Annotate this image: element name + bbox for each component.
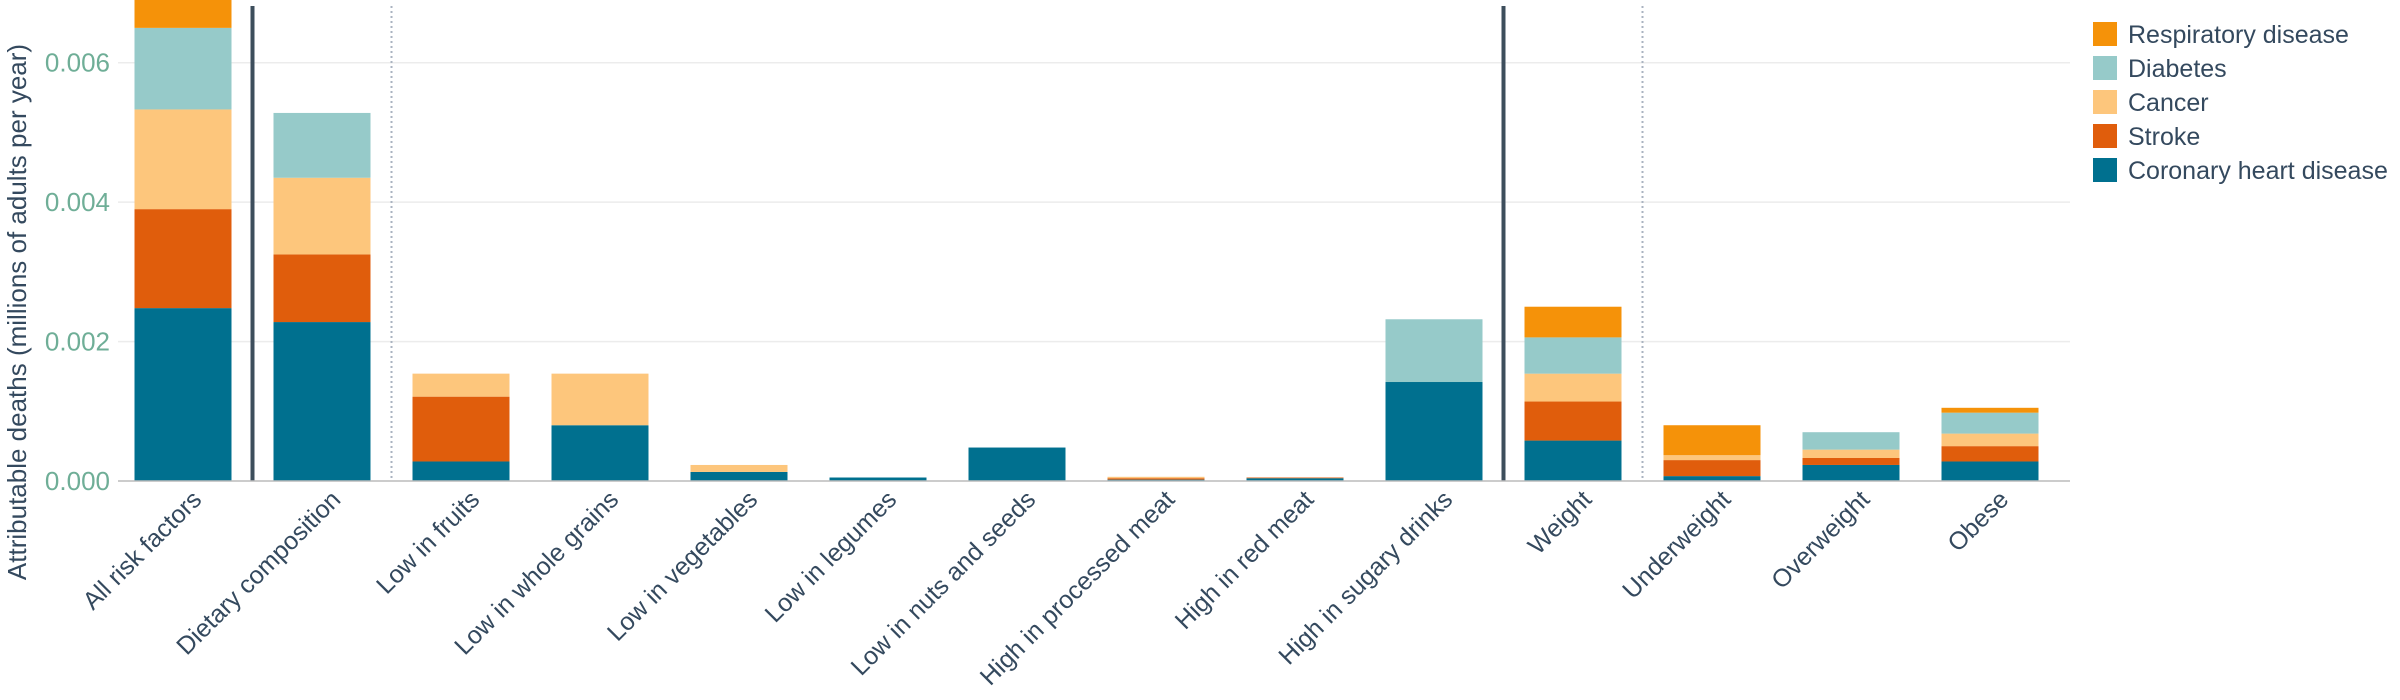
bar-segment[interactable] [1941,412,2039,434]
bar-segment[interactable] [1524,373,1622,402]
x-tick-label: Low in fruits [371,485,485,599]
legend-swatch [2093,56,2117,80]
x-tick-label: Overweight [1766,485,1875,594]
bar-segment[interactable] [551,425,649,481]
bar-segment[interactable] [273,322,371,481]
legend-label: Stroke [2128,123,2200,151]
bar-segment[interactable] [1802,432,1900,450]
legend-swatch [2093,90,2117,114]
y-axis-title: Attributable deaths (millions of adults … [2,44,32,580]
legend-swatch [2093,124,2117,148]
bar-segment[interactable] [1802,457,1900,465]
bar-segment[interactable] [134,109,232,210]
x-tick-label: Low in legumes [760,485,903,628]
bar-segment[interactable] [273,112,371,178]
x-tick-label: High in red meat [1170,485,1320,635]
bar-segment[interactable] [1385,319,1483,383]
legend-label: Respiratory disease [2128,21,2349,49]
bar-segment[interactable] [690,471,788,481]
bar-segment[interactable] [1524,337,1622,374]
separator-layer [250,6,1644,481]
bar-segment[interactable] [412,396,510,462]
bar-segment[interactable] [551,373,649,426]
x-tick-label: Underweight [1617,485,1736,604]
x-tick-label: Weight [1523,485,1598,560]
bar-segment[interactable] [1663,460,1761,477]
legend-label: Diabetes [2128,55,2227,83]
x-tick-label: All risk factors [77,485,207,615]
bar-segment[interactable] [412,461,510,481]
bar-layer [134,0,2039,481]
bar-segment[interactable] [1524,306,1622,338]
bar-segment[interactable] [968,447,1066,481]
bar-segment[interactable] [134,0,232,28]
bar-segment[interactable] [1941,461,2039,481]
bar-segment[interactable] [1941,433,2039,447]
bar-segment[interactable] [134,27,232,110]
bar-segment[interactable] [1385,382,1483,481]
legend-swatch [2093,22,2117,46]
bar-segment[interactable] [1663,425,1761,456]
x-tick-label: Low in vegetables [602,485,763,646]
legend-swatch [2093,158,2117,182]
y-tick-label: 0.000 [45,466,110,496]
y-tick-label: 0.004 [45,187,110,217]
legend-label: Coronary heart disease [2128,157,2388,185]
bar-segment[interactable] [134,209,232,309]
y-tick-label: 0.002 [45,327,110,357]
bar-segment[interactable] [1246,477,1344,479]
bar-segment[interactable] [273,177,371,255]
grid-layer [118,61,2070,343]
legend-label: Cancer [2128,89,2209,117]
bar-segment[interactable] [1802,449,1900,458]
bar-segment[interactable] [412,373,510,397]
bar-segment[interactable] [1941,446,2039,462]
bar-segment[interactable] [134,308,232,481]
bar-segment[interactable] [1802,464,1900,481]
bar-segment[interactable] [829,477,927,481]
y-tick-label: 0.006 [45,48,110,78]
bar-segment[interactable] [1524,401,1622,441]
bar-segment[interactable] [1663,455,1761,461]
bar-segment[interactable] [273,254,371,323]
x-tick-label: Obese [1942,485,2014,557]
bar-segment[interactable] [1524,440,1622,481]
legend: Respiratory disease Diabetes Cancer Stroke C… [2093,21,2388,185]
bar-segment[interactable] [1107,476,1205,479]
bar-segment[interactable] [1107,478,1205,480]
bar-segment[interactable] [1246,478,1344,481]
bar-segment[interactable] [1663,476,1761,481]
bar-segment[interactable] [1941,407,2039,413]
bar-segment[interactable] [690,464,788,472]
